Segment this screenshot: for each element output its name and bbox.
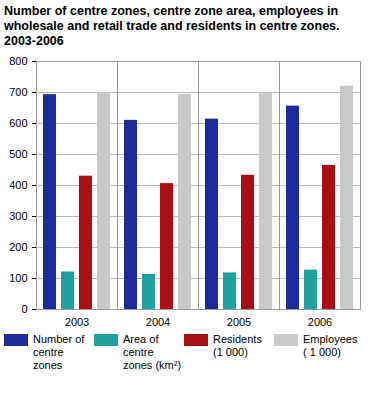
- svg-text:2003: 2003: [65, 316, 89, 328]
- svg-text:2004: 2004: [146, 316, 170, 328]
- html-text:Number of centre zones, centre: Number of centre zones, centre zone area…: [4, 4, 340, 48]
- svg-text:2005: 2005: [227, 316, 251, 328]
- svg-text:500: 500: [9, 148, 27, 160]
- html-text:Area of centre zones (km²): Area of centre zones (km²): [123, 333, 182, 371]
- svg-text:700: 700: [9, 86, 27, 98]
- svg-text:800: 800: [9, 55, 27, 67]
- svg-text:2006: 2006: [308, 316, 332, 328]
- svg-text:0: 0: [21, 303, 27, 315]
- html-text:Number of centre zones: Number of centre zones: [33, 333, 85, 371]
- html-text:Employees ( 1 000): Employees ( 1 000): [303, 333, 358, 358]
- svg-text:600: 600: [9, 117, 27, 129]
- svg-text:400: 400: [9, 179, 27, 191]
- html-text:Residents (1 000): Residents (1 000): [213, 333, 262, 358]
- svg-text:100: 100: [9, 272, 27, 284]
- svg-text:200: 200: [9, 241, 27, 253]
- svg-text:300: 300: [9, 210, 27, 222]
